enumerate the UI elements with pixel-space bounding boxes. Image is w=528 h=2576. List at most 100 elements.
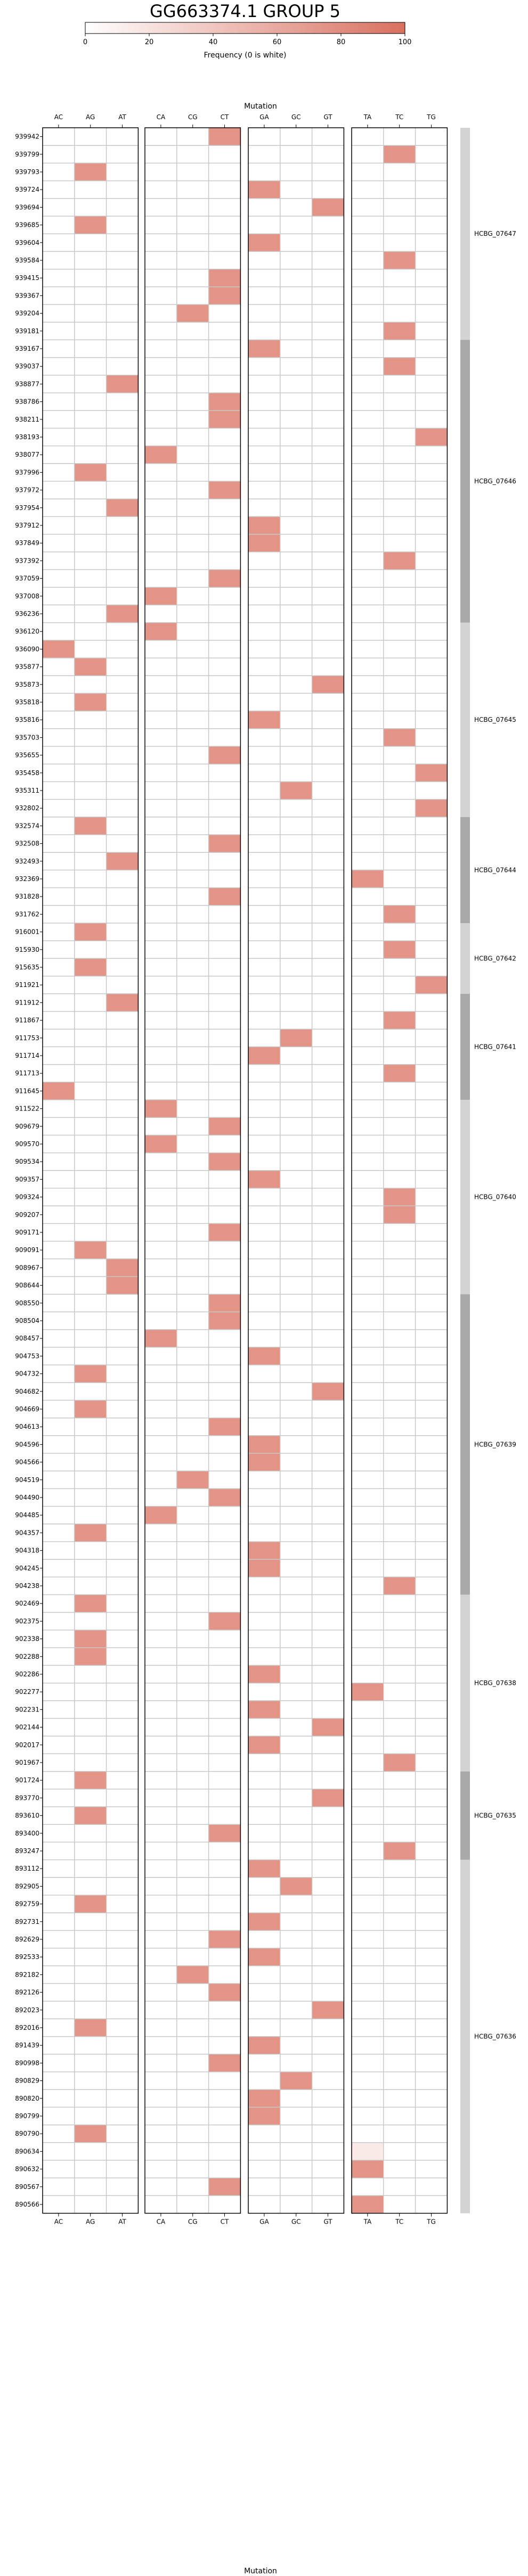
heatmap-cell	[208, 393, 241, 411]
colorbar-tick-label: 20	[145, 38, 154, 46]
side-band	[460, 1294, 470, 1595]
row-label: 893610	[15, 1812, 39, 1820]
heatmap-cell	[74, 817, 107, 835]
colorbar-tick-label: 60	[273, 38, 282, 46]
side-band	[460, 128, 470, 340]
row-label: 911753	[15, 1034, 39, 1042]
row-label: 904613	[15, 1423, 39, 1430]
heatmap-cell	[352, 2142, 384, 2160]
x-axis-label-bottom: Mutation	[244, 2567, 277, 2575]
heatmap-cell	[208, 1223, 241, 1241]
row-label: 935873	[15, 681, 39, 688]
heatmap-cell	[208, 746, 241, 764]
column-label-top: TC	[395, 113, 403, 121]
row-label: 904490	[15, 1494, 39, 1501]
heatmap-cell	[312, 1382, 344, 1401]
panel-frame	[351, 127, 448, 2214]
row-label: 937392	[15, 557, 39, 564]
row-label: 893400	[15, 1830, 39, 1837]
colorbar-tick-label: 0	[83, 38, 87, 46]
column-label-bottom: CT	[221, 2218, 229, 2226]
heatmap-cell	[145, 622, 177, 640]
heatmap-cell	[248, 180, 280, 199]
side-band	[460, 817, 470, 923]
heatmap-cell	[248, 516, 280, 534]
heatmap-cell	[248, 1347, 280, 1365]
row-label: 937954	[15, 504, 39, 512]
heatmap-cell	[280, 1877, 312, 1895]
row-label: 902144	[15, 1724, 39, 1731]
heatmap-cell	[145, 1135, 177, 1153]
heatmap-cell	[383, 905, 416, 923]
row-label: 935877	[15, 663, 39, 671]
heatmap-cell	[383, 728, 416, 746]
heatmap-cell	[248, 1559, 280, 1577]
row-label: 932493	[15, 858, 39, 865]
row-label: 909570	[15, 1140, 39, 1148]
side-band-label: HCBG_07647	[474, 230, 516, 237]
row-label: 939204	[15, 310, 39, 317]
colorbar-label: Frequency (0 is white)	[204, 51, 286, 60]
side-band	[460, 340, 470, 623]
heatmap-cell	[74, 923, 107, 941]
row-label: 935458	[15, 769, 39, 777]
heatmap-cell	[208, 1153, 241, 1171]
row-label: 911921	[15, 981, 39, 989]
heatmap-cell	[352, 1683, 384, 1701]
colorbar-tick-label: 100	[399, 38, 412, 46]
side-band	[460, 1771, 470, 1860]
colorbar-tick-label: 40	[209, 38, 218, 46]
heatmap-cell	[106, 1277, 139, 1295]
heatmap-cell	[106, 605, 139, 623]
side-bands: HCBG_07647 HCBG_07646 HCBG_07645 HCBG_07644…	[460, 128, 516, 2213]
heatmap-cell	[248, 1453, 280, 1471]
row-label: 902017	[15, 1741, 39, 1749]
row-label: 937912	[15, 522, 39, 529]
row-label: 932369	[15, 875, 39, 883]
heatmap-cell	[74, 958, 107, 976]
row-label: 892126	[15, 1989, 39, 1996]
row-label: 911522	[15, 1105, 39, 1113]
row-label: 939604	[15, 239, 39, 246]
row-label: 939694	[15, 203, 39, 211]
heatmap-cell	[106, 1258, 139, 1277]
heatmap-cell	[176, 304, 209, 323]
row-label: 935655	[15, 752, 39, 759]
row-label: 911867	[15, 1017, 39, 1024]
heatmap-cell	[383, 1206, 416, 1224]
row-label: 909357	[15, 1175, 39, 1183]
heatmap-cell	[74, 163, 107, 181]
row-label: 937996	[15, 468, 39, 476]
row-label: 939799	[15, 151, 39, 158]
row-label: 915930	[15, 946, 39, 953]
row-label: 911713	[15, 1069, 39, 1077]
row-label: 937849	[15, 539, 39, 547]
side-band-label: HCBG_07636	[474, 2033, 516, 2040]
row-label: 931762	[15, 910, 39, 918]
row-label: 890998	[15, 2059, 39, 2067]
heatmap-panels: ACACAGAGATATCACACGCGCTCTGAGAGCGCGTGTTATA…	[40, 113, 448, 2226]
heatmap-cell	[248, 340, 280, 358]
row-label: 939037	[15, 363, 39, 370]
row-label: 937972	[15, 487, 39, 494]
row-label: 904519	[15, 1476, 39, 1484]
row-label: 911714	[15, 1052, 39, 1059]
row-label: 890829	[15, 2077, 39, 2085]
colorbar-gradient	[85, 22, 405, 34]
row-label: 909324	[15, 1194, 39, 1201]
heatmap-cell	[248, 1736, 280, 1754]
column-label-top: CG	[188, 113, 198, 121]
row-label: 939942	[15, 133, 39, 141]
heatmap-cell	[208, 1117, 241, 1135]
row-label: 916001	[15, 928, 39, 936]
heatmap-cell	[74, 463, 107, 481]
row-label: 902288	[15, 1653, 39, 1660]
heatmap-cell	[352, 2160, 384, 2178]
column-label-bottom: GC	[291, 2218, 301, 2226]
row-label: 904732	[15, 1370, 39, 1378]
panel-frame	[144, 127, 241, 2214]
heatmap-cell	[208, 410, 241, 429]
row-label: 909679	[15, 1123, 39, 1130]
row-labels: 939942 939799 939793 939724 939694 939685 9396…	[15, 133, 39, 2208]
side-band-label: HCBG_07641	[474, 1043, 516, 1050]
